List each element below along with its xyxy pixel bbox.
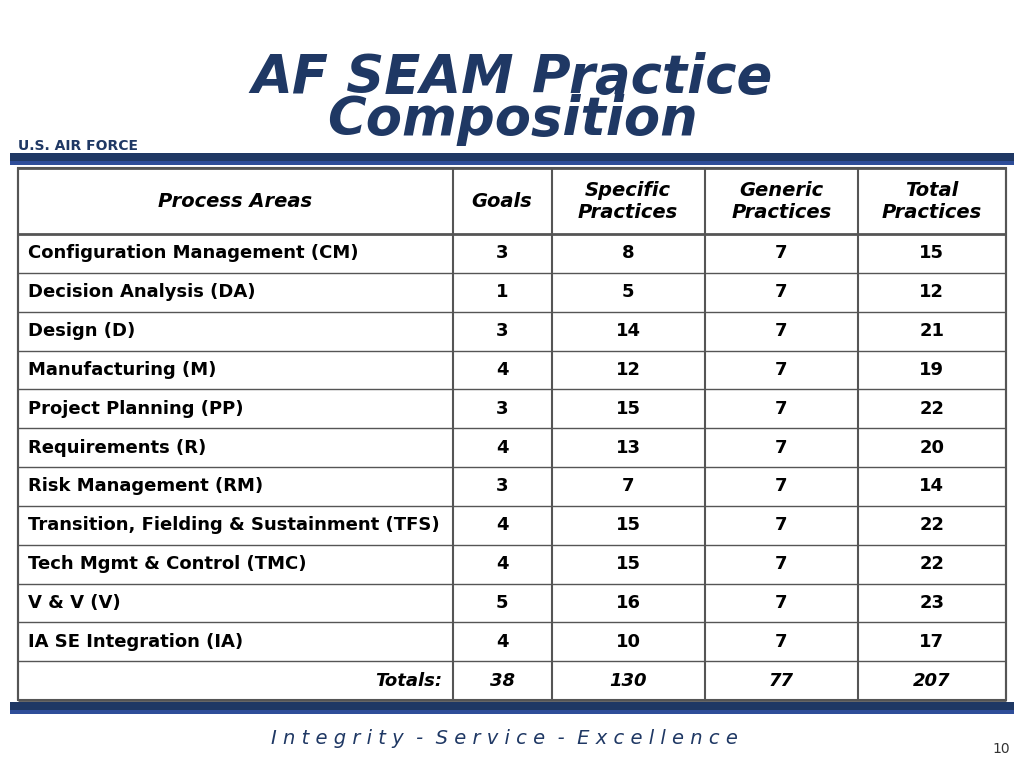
Text: 5: 5 [496, 594, 508, 612]
Text: 10: 10 [992, 742, 1010, 756]
Text: Decision Analysis (DA): Decision Analysis (DA) [28, 283, 256, 301]
Text: 22: 22 [920, 516, 944, 535]
Text: Process Areas: Process Areas [159, 191, 312, 210]
Text: 3: 3 [496, 478, 508, 495]
Text: 7: 7 [775, 322, 787, 340]
Text: U.S. AIR FORCE: U.S. AIR FORCE [18, 139, 138, 153]
Text: 12: 12 [920, 283, 944, 301]
Text: Generic
Practices: Generic Practices [731, 180, 831, 221]
Text: I n t e g r i t y  -  S e r v i c e  -  E x c e l l e n c e: I n t e g r i t y - S e r v i c e - E x … [270, 729, 737, 747]
Text: 4: 4 [496, 555, 508, 573]
Text: Totals:: Totals: [376, 671, 442, 690]
Text: 3: 3 [496, 322, 508, 340]
Text: 7: 7 [775, 516, 787, 535]
Text: 7: 7 [775, 633, 787, 650]
Text: 7: 7 [775, 244, 787, 263]
Bar [18, 168, 1006, 700]
Text: 22: 22 [920, 555, 944, 573]
Bar [10, 153, 1014, 161]
Text: Specific
Practices: Specific Practices [578, 180, 678, 221]
Text: 38: 38 [489, 671, 515, 690]
Bar [10, 161, 1014, 165]
Text: 7: 7 [775, 555, 787, 573]
Text: 15: 15 [615, 400, 641, 418]
Text: Requirements (R): Requirements (R) [28, 439, 206, 457]
Text: 22: 22 [920, 400, 944, 418]
Text: 17: 17 [920, 633, 944, 650]
Text: IA SE Integration (IA): IA SE Integration (IA) [28, 633, 243, 650]
Text: 19: 19 [920, 361, 944, 379]
Text: Transition, Fielding & Sustainment (TFS): Transition, Fielding & Sustainment (TFS) [28, 516, 439, 535]
Text: 3: 3 [496, 400, 508, 418]
Bar [10, 702, 1014, 710]
Text: 15: 15 [615, 516, 641, 535]
Text: Design (D): Design (D) [28, 322, 135, 340]
Text: AF SEAM Practice: AF SEAM Practice [251, 52, 773, 104]
Text: Configuration Management (CM): Configuration Management (CM) [28, 244, 358, 263]
Text: 4: 4 [496, 361, 508, 379]
Text: 14: 14 [615, 322, 641, 340]
Text: 5: 5 [622, 283, 634, 301]
Text: 207: 207 [913, 671, 950, 690]
Text: 7: 7 [775, 439, 787, 457]
Text: 15: 15 [920, 244, 944, 263]
Text: 8: 8 [622, 244, 635, 263]
Text: 16: 16 [615, 594, 641, 612]
Text: Total
Practices: Total Practices [882, 180, 982, 221]
Text: 77: 77 [769, 671, 794, 690]
Text: 7: 7 [775, 361, 787, 379]
Text: 7: 7 [775, 283, 787, 301]
Text: 7: 7 [775, 400, 787, 418]
Text: 1: 1 [496, 283, 508, 301]
Text: 14: 14 [920, 478, 944, 495]
Text: 12: 12 [615, 361, 641, 379]
Text: 4: 4 [496, 633, 508, 650]
Text: 3: 3 [496, 244, 508, 263]
Text: Manufacturing (M): Manufacturing (M) [28, 361, 216, 379]
Text: 4: 4 [496, 516, 508, 535]
Text: Composition: Composition [327, 94, 697, 146]
Text: 10: 10 [615, 633, 641, 650]
Text: Goals: Goals [472, 191, 532, 210]
Text: 130: 130 [609, 671, 647, 690]
Text: Project Planning (PP): Project Planning (PP) [28, 400, 244, 418]
Text: Risk Management (RM): Risk Management (RM) [28, 478, 263, 495]
Text: 15: 15 [615, 555, 641, 573]
Text: 7: 7 [622, 478, 634, 495]
Text: 4: 4 [496, 439, 508, 457]
Text: 21: 21 [920, 322, 944, 340]
Text: 20: 20 [920, 439, 944, 457]
Text: 7: 7 [775, 478, 787, 495]
Text: V & V (V): V & V (V) [28, 594, 121, 612]
Text: Tech Mgmt & Control (TMC): Tech Mgmt & Control (TMC) [28, 555, 306, 573]
Text: 13: 13 [615, 439, 641, 457]
Bar [10, 710, 1014, 714]
Text: 7: 7 [775, 594, 787, 612]
Text: 23: 23 [920, 594, 944, 612]
